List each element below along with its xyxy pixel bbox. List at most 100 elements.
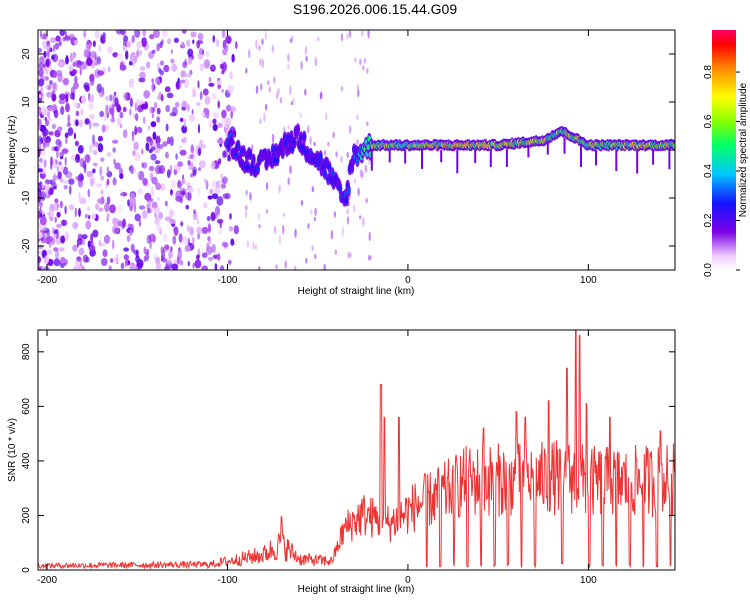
spectrogram-speckle xyxy=(42,40,48,48)
x-tick-label: -100 xyxy=(217,275,237,286)
spectrogram-speckle xyxy=(156,78,161,86)
spectrogram-speckle xyxy=(39,202,43,208)
spectrogram-speckle xyxy=(261,58,264,69)
spectrogram-speckle xyxy=(53,70,58,78)
spectrogram-speckle xyxy=(190,161,194,171)
spectrogram-speckle xyxy=(58,93,66,101)
spectrogram-speckle xyxy=(141,37,148,48)
spectrogram-speckle xyxy=(38,157,43,163)
spectrogram-speckle xyxy=(212,118,217,125)
spectrogram-speckle xyxy=(125,50,129,60)
spectrogram-speckle xyxy=(90,233,94,243)
spectrogram-speckle xyxy=(361,30,364,37)
spectrogram-speckle xyxy=(143,246,147,255)
spectrogram-speckle xyxy=(151,78,155,83)
spectrogram-speckle xyxy=(54,129,61,138)
spectrogram-speckle xyxy=(72,221,78,230)
spectrogram-speckle xyxy=(68,178,75,185)
spectrogram-speckle xyxy=(278,235,282,245)
spectrogram-speckle xyxy=(74,207,77,218)
spectrogram-speckle xyxy=(40,33,47,40)
spectrogram-speckle xyxy=(217,139,224,144)
spectrogram-speckle xyxy=(123,247,129,252)
spectrogram-speckle xyxy=(107,66,111,73)
spectrogram-speckle xyxy=(46,249,53,255)
spectrogram-speckle xyxy=(92,168,96,174)
spectrogram-speckle xyxy=(44,83,48,91)
spectrogram-speckle xyxy=(116,117,121,127)
spectrogram-speckle xyxy=(96,56,102,65)
chart-title: S196.2026.006.15.44.G09 xyxy=(292,1,458,17)
x-tick-label: -100 xyxy=(217,575,237,586)
spectrogram-speckle xyxy=(222,150,227,158)
spectrogram-ridge-core xyxy=(330,170,335,177)
spectrogram-speckle xyxy=(98,197,105,205)
spectrogram-speckle xyxy=(265,209,269,214)
spectrogram-speckle xyxy=(83,30,87,38)
spectrogram-speckle xyxy=(67,114,71,124)
spectrogram-speckle xyxy=(202,88,209,96)
spectrogram-speckle xyxy=(113,158,116,165)
spectrogram-speckle xyxy=(72,61,77,67)
spectrogram-speckle xyxy=(199,47,203,55)
spectrogram-speckle xyxy=(211,180,218,189)
spectrogram-speckle xyxy=(38,256,42,263)
spectrogram-ridge-core xyxy=(299,134,303,141)
spectrogram-speckle xyxy=(225,104,232,112)
spectrogram-speckle xyxy=(196,254,200,260)
spectrogram-speckle xyxy=(161,250,166,260)
spectrogram-speckle xyxy=(75,154,81,163)
spectrogram-speckle xyxy=(43,266,50,270)
spectrogram-speckle xyxy=(199,139,204,150)
spectrogram-speckle xyxy=(273,225,277,234)
spectrogram-speckle xyxy=(353,178,357,184)
spectrogram-speckle xyxy=(246,240,250,249)
spectrogram-speckle xyxy=(167,38,172,45)
spectrogram-speckle xyxy=(64,156,67,166)
spectrogram-speckle xyxy=(38,182,42,192)
spectrogram-speckle xyxy=(82,160,87,169)
spectrogram-speckle xyxy=(211,243,216,253)
spectrogram-ridge-core xyxy=(302,133,307,140)
spectrogram-speckle xyxy=(333,211,337,218)
spectrogram-speckle xyxy=(71,39,74,45)
x-tick-label: 100 xyxy=(580,575,597,586)
spectrogram-speckle xyxy=(64,205,67,215)
spectrogram-speckle xyxy=(85,43,92,50)
spectrogram-speckle xyxy=(73,82,79,90)
spectrogram-speckle xyxy=(230,238,235,246)
spectrogram-speckle xyxy=(258,45,261,51)
spectrogram-speckle xyxy=(201,226,209,234)
spectrogram-speckle xyxy=(45,187,48,198)
spectrogram-speckle xyxy=(116,53,123,61)
spectrogram-speckle xyxy=(109,94,113,102)
spectrogram-speckle xyxy=(47,111,51,119)
spectrogram-speckle xyxy=(109,107,115,115)
spectrogram-speckle xyxy=(278,184,281,194)
spectrogram-speckle xyxy=(138,205,146,210)
spectrogram-speckle xyxy=(357,89,360,98)
spectrogram-speckle xyxy=(215,38,220,48)
spectrogram-speckle xyxy=(88,215,91,220)
spectrogram-speckle xyxy=(147,125,151,131)
spectrogram-speckle xyxy=(354,57,357,63)
spectrogram-speckle xyxy=(122,106,127,113)
spectrogram-speckle xyxy=(55,159,58,165)
spectrogram-speckle xyxy=(171,63,177,72)
spectrogram-speckle xyxy=(186,225,191,232)
spectrogram-speckle xyxy=(164,200,168,207)
spectrogram-speckle xyxy=(43,141,47,149)
spectrogram-speckle xyxy=(43,50,47,59)
spectrogram-speckle xyxy=(169,112,177,117)
spectrogram-speckle xyxy=(90,51,96,59)
spectrogram-speckle xyxy=(156,225,163,232)
spectrogram-ridge-core xyxy=(344,197,349,204)
spectrogram-speckle xyxy=(229,213,232,220)
spectrogram-speckle xyxy=(252,241,255,250)
spectrogram-speckle xyxy=(92,229,99,238)
spectrogram-ridge-core xyxy=(263,151,268,158)
spectrogram-speckle xyxy=(88,245,96,252)
spectrogram-speckle xyxy=(45,44,52,52)
spectrogram-speckle xyxy=(304,88,307,96)
